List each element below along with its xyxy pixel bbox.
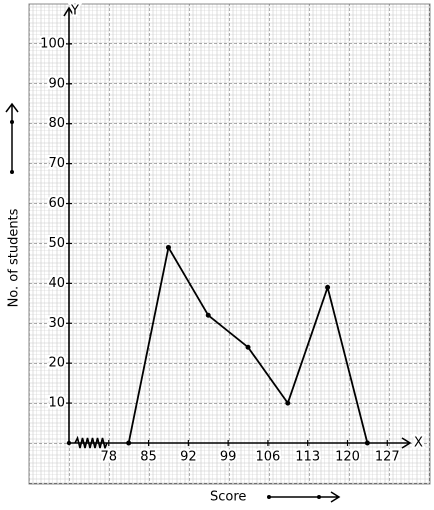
x-tick-label: 99 <box>220 450 237 465</box>
origin-dot <box>66 440 72 446</box>
y-axis-arrow <box>63 6 75 17</box>
decor-arrow <box>269 491 341 503</box>
y-tick-label: 80 <box>48 116 65 131</box>
y-tick-label: 60 <box>48 196 65 211</box>
decor-arrow <box>5 102 19 172</box>
y-tick-label: 20 <box>48 356 65 371</box>
data-point <box>126 440 132 446</box>
y-tick-label: 10 <box>48 396 65 411</box>
x-tick-label: 113 <box>295 450 320 465</box>
y-axis-label: No. of students <box>7 208 22 307</box>
x-tick-label: 92 <box>180 450 197 465</box>
x-tick-label: 85 <box>140 450 157 465</box>
data-point <box>364 440 370 446</box>
decor-dot <box>10 170 14 174</box>
decor-dot <box>267 495 271 499</box>
y-tick-label: 90 <box>48 76 65 91</box>
x-tick-label: 78 <box>101 450 118 465</box>
data-point <box>285 400 291 406</box>
data-point <box>245 344 251 350</box>
y-axis-letter: Y <box>70 4 79 19</box>
data-point <box>325 284 331 290</box>
x-axis-arrow <box>401 437 412 449</box>
x-tick-label: 106 <box>256 450 281 465</box>
y-tick-label: 100 <box>40 36 65 51</box>
decor-dot <box>10 120 14 124</box>
decor-dot <box>317 495 321 499</box>
x-axis-label: Score <box>210 490 246 505</box>
data-point <box>165 244 171 250</box>
graph-paper <box>28 3 431 485</box>
y-tick-label: 70 <box>48 156 65 171</box>
y-tick-label: 40 <box>48 276 65 291</box>
x-tick-label: 127 <box>375 450 400 465</box>
data-point <box>205 312 211 318</box>
y-tick-label: 30 <box>48 316 65 331</box>
x-axis-letter: X <box>414 436 423 451</box>
x-tick-label: 120 <box>335 450 360 465</box>
y-tick-label: 50 <box>48 236 65 251</box>
